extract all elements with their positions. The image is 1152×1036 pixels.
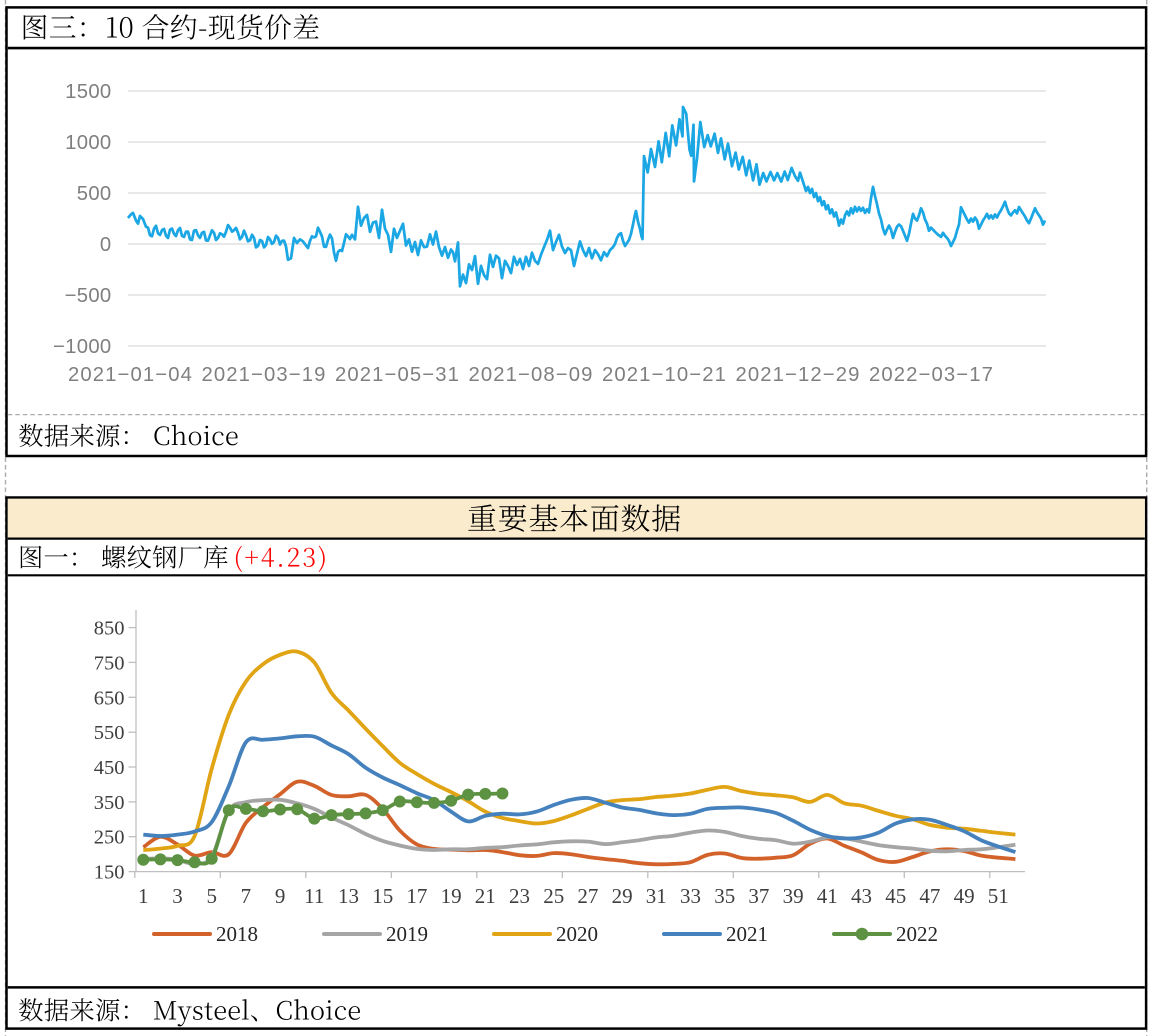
svg-text:2022−03−17: 2022−03−17 — [869, 364, 994, 386]
svg-text:2022: 2022 — [896, 922, 938, 946]
svg-text:29: 29 — [612, 884, 633, 908]
svg-text:0: 0 — [100, 234, 112, 256]
svg-text:2021−12−29: 2021−12−29 — [736, 364, 861, 386]
svg-text:31: 31 — [646, 884, 667, 908]
svg-text:2021−03−19: 2021−03−19 — [202, 364, 327, 386]
svg-text:13: 13 — [338, 884, 359, 908]
svg-text:37: 37 — [748, 884, 769, 908]
svg-text:850: 850 — [94, 618, 125, 640]
svg-text:21: 21 — [475, 884, 496, 908]
svg-text:47: 47 — [919, 884, 940, 908]
svg-text:11: 11 — [304, 884, 324, 908]
svg-text:500: 500 — [77, 183, 112, 205]
svg-text:1: 1 — [138, 884, 149, 908]
svg-text:750: 750 — [94, 652, 125, 674]
svg-text:45: 45 — [885, 884, 906, 908]
svg-text:2021−01−04: 2021−01−04 — [68, 364, 193, 386]
svg-text:1500: 1500 — [65, 81, 111, 103]
svg-text:−500: −500 — [65, 285, 112, 307]
svg-text:2019: 2019 — [386, 922, 428, 946]
svg-text:39: 39 — [783, 884, 804, 908]
svg-text:5: 5 — [206, 884, 217, 908]
svg-text:1000: 1000 — [65, 132, 111, 154]
svg-text:350: 350 — [94, 792, 125, 814]
svg-text:35: 35 — [714, 884, 735, 908]
svg-text:33: 33 — [680, 884, 701, 908]
svg-text:2021−08−09: 2021−08−09 — [469, 364, 594, 386]
svg-text:250: 250 — [94, 827, 125, 849]
svg-text:2020: 2020 — [556, 922, 598, 946]
svg-text:2021: 2021 — [726, 922, 768, 946]
svg-text:25: 25 — [543, 884, 564, 908]
svg-text:2021−05−31: 2021−05−31 — [335, 364, 460, 386]
svg-text:23: 23 — [509, 884, 530, 908]
svg-text:27: 27 — [577, 884, 598, 908]
svg-text:51: 51 — [988, 884, 1009, 908]
svg-text:450: 450 — [94, 757, 125, 779]
svg-text:7: 7 — [241, 884, 252, 908]
svg-text:41: 41 — [817, 884, 838, 908]
svg-text:19: 19 — [441, 884, 462, 908]
svg-text:43: 43 — [851, 884, 872, 908]
svg-text:3: 3 — [172, 884, 183, 908]
svg-text:−1000: −1000 — [53, 336, 111, 358]
svg-text:15: 15 — [372, 884, 393, 908]
svg-text:650: 650 — [94, 687, 125, 709]
svg-text:49: 49 — [954, 884, 975, 908]
svg-text:2018: 2018 — [216, 922, 258, 946]
svg-text:9: 9 — [275, 884, 286, 908]
svg-text:17: 17 — [406, 884, 427, 908]
svg-text:550: 550 — [94, 722, 125, 744]
svg-text:150: 150 — [94, 862, 125, 884]
svg-text:2021−10−21: 2021−10−21 — [602, 364, 727, 386]
